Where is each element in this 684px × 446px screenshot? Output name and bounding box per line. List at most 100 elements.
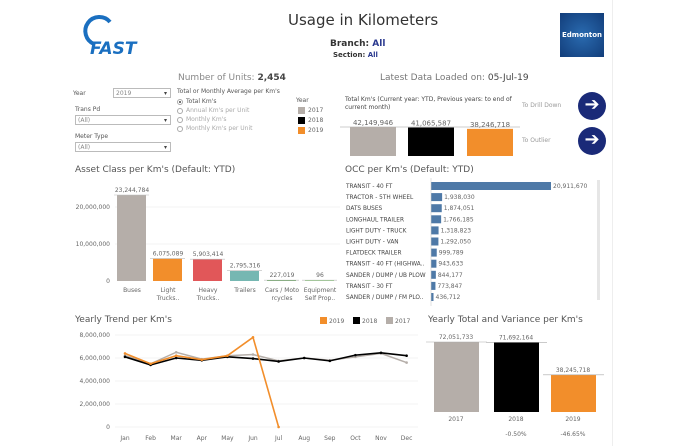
- measure-radio-group: Total Km's Annual Km's per Unit Monthly Km…: [177, 97, 252, 133]
- trend-point-2019: [174, 354, 178, 357]
- variance-label: -0.50%: [505, 431, 527, 438]
- x-tick-label: Self Prop..: [305, 295, 335, 302]
- x-tick-label: Jul: [274, 435, 283, 442]
- branch-filter: Branch: All: [330, 39, 385, 49]
- occ-bar: [431, 281, 436, 290]
- meter-type-dropdown[interactable]: (All): [75, 142, 171, 152]
- x-tick-label: Dec: [401, 435, 413, 442]
- trend-point-2017: [174, 350, 178, 354]
- asset-bar-label: 23,244,784: [115, 187, 150, 194]
- y-tick-label: 2,000,000: [79, 401, 110, 408]
- year-legend-item[interactable]: 2018: [298, 117, 323, 127]
- occ-category-label: LIGHT DUTY - VAN: [346, 240, 399, 246]
- trend-point-2018: [123, 355, 127, 359]
- occ-category-label: TRACTOR - 5TH WHEEL: [345, 195, 414, 201]
- x-tick-label: Aug: [298, 435, 310, 442]
- total-bar-label: 41,065,587: [411, 120, 451, 128]
- latest-value: 05-Jul-19: [487, 73, 529, 83]
- measure-radio-option[interactable]: Annual Km's per Unit: [177, 106, 252, 115]
- asset-class-chart: 0 10,000,000 20,000,000 23,244,784 Buses 6,07…: [76, 187, 340, 302]
- year-legend-item[interactable]: 2019: [298, 127, 323, 137]
- trend-line-2017: [124, 351, 407, 365]
- radio-icon: [177, 98, 183, 105]
- occ-chart: TRANSIT - 40 FT 20,911,670 TRACTOR - 5TH W…: [345, 178, 600, 306]
- legend-label: 2019: [308, 127, 324, 134]
- asset-bar: [153, 258, 182, 281]
- y-tick-label: 6,000,000: [79, 355, 110, 362]
- asset-bar-label: 227,019: [270, 272, 295, 279]
- total-bar-label: 42,149,946: [353, 119, 394, 127]
- occ-bar: [431, 237, 439, 246]
- year-legend-item[interactable]: 2017: [298, 107, 323, 117]
- occ-bar-label: 436,712: [436, 294, 461, 301]
- trend-point-2019: [149, 362, 152, 366]
- outlier-label: To Outlier: [522, 137, 551, 144]
- measure-radio-option[interactable]: Monthly Km's: [177, 115, 252, 124]
- year-dropdown[interactable]: 2019: [113, 88, 171, 98]
- y-tick-label: 20,000,000: [76, 204, 111, 211]
- x-tick-label: Jan: [119, 435, 129, 442]
- x-tick-label: Buses: [123, 287, 141, 294]
- asset-bar: [267, 280, 296, 281]
- y-tick-label: 0: [106, 278, 110, 285]
- x-tick-label: Nov: [375, 435, 387, 442]
- occ-category-label: LONGHAUL TRAILER: [346, 217, 404, 223]
- y-tick-label: 0: [106, 424, 110, 431]
- drill-down-button[interactable]: ➔: [578, 92, 606, 120]
- page-title: Usage in Kilometers: [288, 11, 439, 29]
- yearly-bar-label: 71,692,164: [499, 334, 534, 341]
- y-tick-label: 4,000,000: [79, 378, 110, 385]
- occ-bar: [431, 193, 443, 202]
- asset-bar: [305, 280, 334, 281]
- legend-label: 2018: [308, 117, 324, 124]
- trend-title: Yearly Trend per Km's: [75, 315, 172, 325]
- trans-pd-dropdown[interactable]: (All): [75, 115, 171, 125]
- occ-bar: [431, 270, 436, 279]
- legend-label: 2017: [395, 318, 410, 325]
- trend-point-2019: [200, 358, 204, 362]
- year-value: 2019: [116, 90, 132, 97]
- asset-bar-label: 96: [316, 272, 324, 279]
- x-tick-label: Equipment: [304, 287, 337, 294]
- radio-icon: [177, 125, 183, 132]
- trend-point-2019: [123, 352, 127, 355]
- measure-radio-option[interactable]: Total Km's: [177, 97, 252, 106]
- section-label: Section:: [333, 51, 366, 59]
- radio-label: Monthly Km's: [186, 116, 227, 123]
- measure-radio-option[interactable]: Monthly Km's per Unit: [177, 124, 252, 133]
- asset-bar: [193, 259, 222, 281]
- legend-swatch: [353, 317, 360, 324]
- section-value: All: [367, 51, 378, 59]
- x-tick-label: Heavy: [199, 287, 218, 294]
- occ-bar-label: 1,766,185: [443, 216, 474, 223]
- occ-category-label: DATS BUSES: [346, 206, 383, 212]
- variance-label: -46.65%: [560, 431, 585, 438]
- asset-class-title: Asset Class per Km's (Default: YTD): [75, 165, 236, 175]
- radio-icon: [177, 116, 183, 123]
- branch-value: All: [372, 39, 386, 49]
- trend-point-2018: [251, 357, 255, 360]
- x-tick-label: Mar: [171, 435, 183, 442]
- legend-label: 2019: [329, 318, 344, 325]
- measure-title: Total or Monthly Average per Km's: [177, 88, 280, 95]
- trend-chart: 0 2,000,000 4,000,000 6,000,000 8,000,000 Jan…: [79, 317, 418, 442]
- trans-pd-label: Trans Pd: [75, 106, 101, 113]
- occ-category-label: SANDER / DUMP / UB PLOW: [346, 273, 426, 279]
- y-tick-label: 8,000,000: [79, 332, 110, 339]
- occ-bar-label: 773,847: [437, 283, 462, 290]
- outlier-button[interactable]: ➔: [578, 127, 606, 155]
- legend-swatch: [320, 317, 327, 324]
- legend-label: 2018: [362, 318, 377, 325]
- occ-bar: [431, 293, 434, 301]
- yearly-bar-label: 72,051,733: [439, 334, 474, 341]
- occ-category-label: SANDER / DUMP / FM PLO..: [346, 295, 424, 301]
- latest-data: Latest Data Loaded on: 05-Jul-19: [380, 73, 529, 83]
- legend-swatch: [298, 127, 305, 134]
- x-tick-label: Jun: [247, 435, 258, 442]
- year-legend-title: Year: [296, 97, 309, 104]
- x-tick-label: rcycles: [272, 295, 293, 302]
- trend-point-2018: [302, 356, 306, 360]
- trend-point-2019: [226, 354, 229, 357]
- trend-point-2019: [251, 336, 255, 339]
- occ-category-label: TRANSIT - 40 FT: [345, 184, 393, 190]
